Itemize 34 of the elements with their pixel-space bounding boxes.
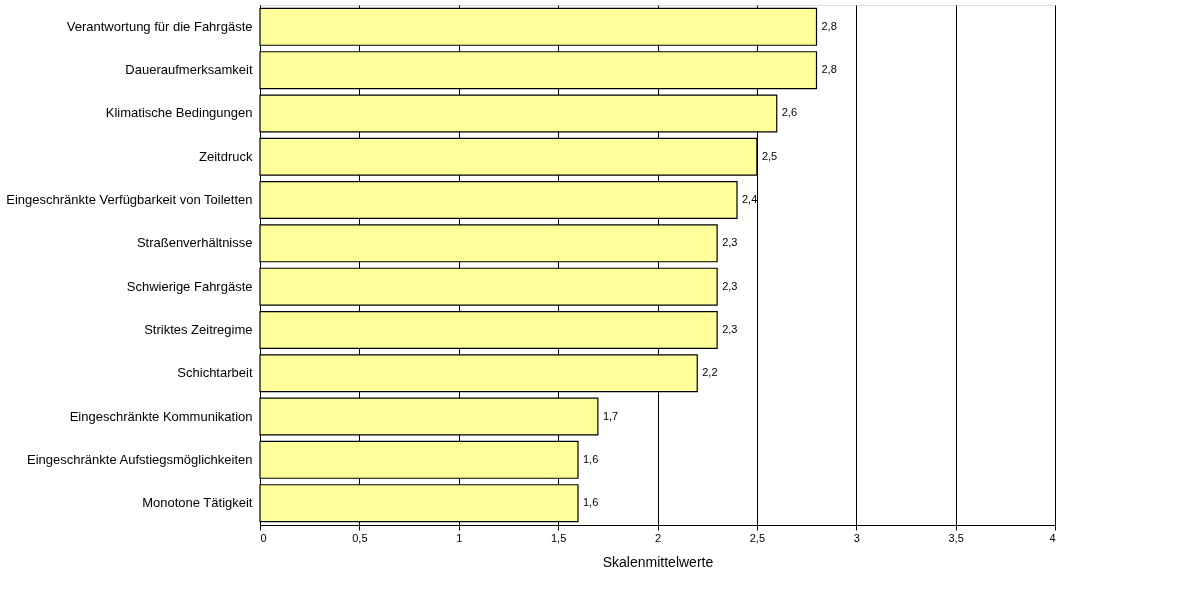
y-tick-label: Striktes Zeitregime <box>144 321 253 337</box>
x-tick-label: 1,5 <box>550 531 567 544</box>
y-tick-label: Verantwortung für die Fahrgäste <box>66 18 253 34</box>
data-label: 2,5 <box>761 149 778 162</box>
y-tick-label: Monotone Tätigkeit <box>142 495 253 511</box>
data-label: 2,8 <box>821 19 837 32</box>
y-tick-label: Eingeschränkte Verfügbarkeit von Toiletten <box>6 192 253 208</box>
x-axis-title: Skalenmittelwerte <box>602 553 714 570</box>
x-tick-label: 1 <box>456 531 463 544</box>
x-tick-label: 3,5 <box>948 531 964 544</box>
data-label: 2,8 <box>821 63 837 76</box>
y-tick-label: Zeitdruck <box>199 148 253 164</box>
y-tick-label: Eingeschränkte Aufstiegsmöglichkeiten <box>27 451 253 467</box>
y-tick-label: Schwierige Fahrgäste <box>126 278 253 294</box>
x-tick-label: 4 <box>1049 531 1056 544</box>
data-label: 1,6 <box>583 496 599 509</box>
y-tick-label: Klimatische Bedingungen <box>105 105 253 121</box>
data-label: 2,3 <box>722 236 738 249</box>
data-label: 2,3 <box>722 279 738 292</box>
data-label: 2,4 <box>742 193 758 206</box>
y-tick-label: Schichtarbeit <box>177 365 253 381</box>
y-tick-label: Eingeschränkte Kommunikation <box>69 408 253 424</box>
data-label: 2,2 <box>702 366 718 379</box>
x-tick-label: 2 <box>654 531 662 544</box>
data-label: 2,6 <box>781 106 798 119</box>
x-tick-label: 3 <box>853 531 860 544</box>
x-tick-label: 2,5 <box>749 531 766 544</box>
data-label: 2,3 <box>722 322 738 335</box>
y-tick-label: Straßenverhältnisse <box>136 235 253 251</box>
x-tick-label: 0,5 <box>352 531 368 544</box>
data-label: 1,6 <box>583 452 599 465</box>
y-tick-label: Daueraufmerksamkeit <box>125 62 253 78</box>
x-tick-label: 0 <box>260 531 267 544</box>
data-label: 1,7 <box>602 409 619 422</box>
